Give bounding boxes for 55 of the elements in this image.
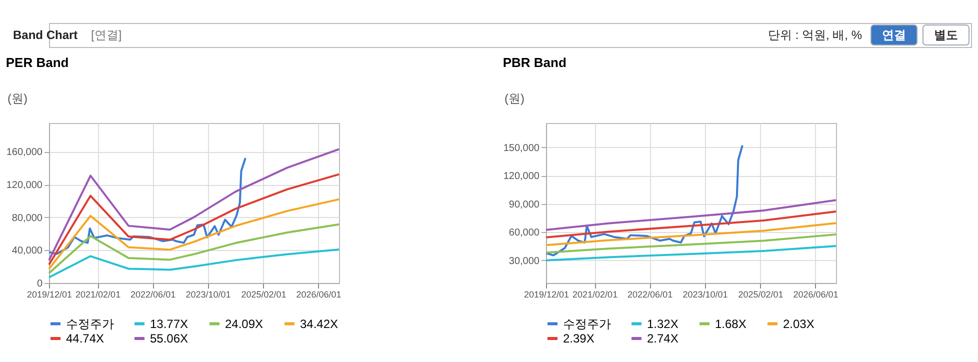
line-series [545, 144, 744, 256]
y-axis-title: (원) [8, 92, 28, 106]
line-series [545, 233, 837, 254]
x-tick-label: 2026/06/01 [793, 290, 838, 300]
line-series [48, 223, 340, 274]
legend-label: 13.77X [150, 316, 188, 331]
legend-label: 55.06X [150, 332, 188, 346]
line-series [545, 245, 837, 262]
x-tick-label: 2022/06/01 [130, 290, 176, 300]
x-tick-label: 2019/12/01 [524, 290, 570, 300]
legend-label: 2.74X [647, 332, 678, 346]
y-tick-label: 120,000 [6, 180, 43, 192]
x-tick-label: 2025/02/01 [241, 290, 286, 300]
y-tick-label: 40,000 [12, 246, 43, 257]
y-tick-label: 160,000 [6, 147, 43, 158]
x-tick-label: 2021/02/01 [76, 290, 121, 300]
line-series [48, 148, 340, 262]
line-series [545, 222, 837, 246]
legend-label: 수정주가 [66, 316, 114, 331]
x-tick-label: 2022/06/01 [628, 290, 673, 300]
chart-title: PBR Band [502, 55, 566, 70]
line-series [545, 210, 837, 238]
y-tick-label: 80,000 [12, 212, 43, 224]
legend-label: 34.42X [300, 316, 338, 331]
y-tick-label: 120,000 [503, 171, 540, 182]
line-series [48, 198, 340, 270]
text: [연결] [91, 28, 122, 42]
text: 별도 [934, 28, 958, 42]
legend-label: 44.74X [66, 332, 104, 346]
line-series [48, 248, 340, 278]
x-tick-label: 2026/06/01 [296, 290, 342, 300]
text: Band Chart [13, 28, 78, 42]
y-tick-label: 30,000 [508, 256, 540, 267]
x-tick-label: 2021/02/01 [572, 290, 618, 300]
line-series [545, 199, 837, 231]
y-tick-label: 90,000 [508, 199, 540, 210]
text: 단위 : 억원, 배, % [768, 28, 862, 42]
legend-label: 2.03X [783, 316, 814, 331]
line-series [48, 157, 246, 255]
x-tick-label: 2019/12/01 [26, 290, 72, 300]
x-tick-label: 2025/02/01 [738, 290, 784, 300]
chart-title: PER Band [6, 55, 69, 70]
line-series [48, 173, 340, 266]
legend-label: 24.09X [225, 316, 264, 331]
legend-label: 1.32X [647, 316, 678, 331]
y-tick-label: 60,000 [508, 228, 540, 239]
text: 연결 [882, 28, 906, 42]
x-tick-label: 2023/10/01 [682, 290, 728, 300]
x-tick-label: 2023/10/01 [186, 290, 231, 300]
legend-label: 2.39X [563, 332, 594, 346]
legend-label: 수정주가 [563, 316, 611, 331]
legend-label: 1.68X [715, 316, 746, 331]
y-tick-label: 150,000 [503, 142, 540, 154]
y-axis-title: (원) [504, 92, 524, 106]
y-tick-label: 0 [36, 278, 43, 290]
